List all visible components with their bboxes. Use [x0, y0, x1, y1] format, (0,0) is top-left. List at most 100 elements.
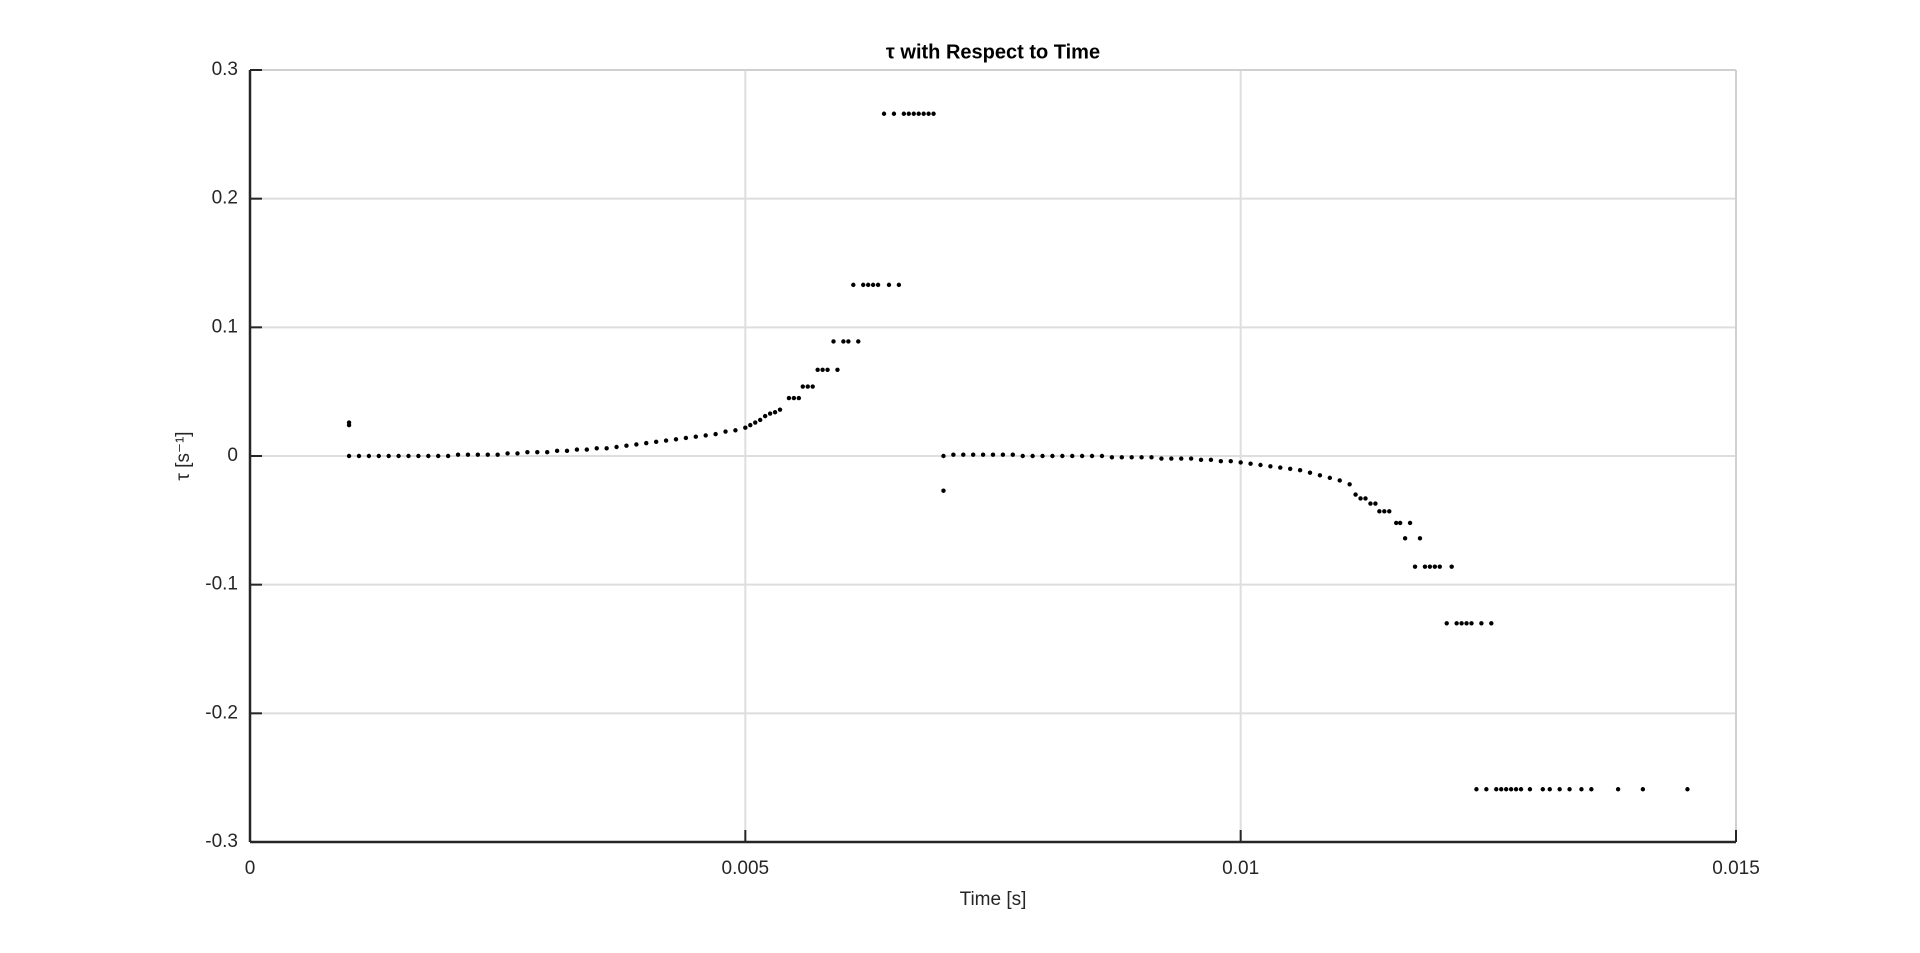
- data-point: [1337, 478, 1342, 483]
- data-point: [886, 282, 892, 288]
- y-tick-label: 0: [227, 445, 238, 466]
- data-point: [980, 452, 986, 457]
- data-point: [1119, 455, 1124, 460]
- data-point: [926, 111, 931, 116]
- data-point: [1248, 461, 1253, 466]
- data-point: [1449, 564, 1454, 569]
- data-point: [416, 453, 421, 459]
- x-tick-label: 0: [245, 858, 256, 879]
- data-point: [1437, 564, 1442, 569]
- data-point: [881, 111, 887, 116]
- data-point: [346, 453, 352, 459]
- data-point: [455, 452, 461, 457]
- data-point: [1494, 787, 1499, 792]
- data-point: [1615, 787, 1621, 792]
- y-tick-label: -0.2: [205, 702, 238, 723]
- data-point: [1278, 465, 1283, 470]
- data-point: [386, 453, 391, 459]
- data-point: [772, 410, 778, 415]
- data-point: [445, 453, 451, 459]
- data-point: [805, 384, 810, 389]
- data-point: [713, 431, 718, 437]
- data-point: [1368, 501, 1373, 506]
- data-point: [896, 282, 902, 288]
- data-point: [856, 339, 861, 344]
- data-point: [1099, 453, 1105, 459]
- data-point: [356, 453, 362, 459]
- data-point: [1327, 475, 1333, 481]
- data-point: [1030, 453, 1035, 459]
- data-point: [767, 411, 773, 416]
- data-point: [762, 413, 768, 419]
- data-point: [723, 429, 728, 434]
- data-point: [1459, 621, 1464, 626]
- data-point: [1479, 621, 1484, 626]
- data-point: [1417, 536, 1423, 541]
- data-point: [396, 453, 401, 459]
- data-point: [941, 488, 946, 493]
- data-point: [800, 384, 805, 389]
- data-point: [1288, 466, 1293, 472]
- y-tick-label: 0.3: [212, 59, 238, 80]
- data-point: [1228, 458, 1233, 464]
- data-point: [1640, 787, 1646, 792]
- data-point: [961, 452, 966, 457]
- data-point: [1547, 787, 1552, 792]
- data-point: [1089, 453, 1095, 459]
- data-point: [1363, 496, 1368, 501]
- data-point: [1188, 456, 1194, 461]
- data-point: [1317, 473, 1323, 478]
- data-point: [891, 111, 897, 116]
- data-point: [841, 339, 846, 344]
- data-point: [683, 435, 689, 441]
- data-point: [1567, 787, 1572, 792]
- data-point: [475, 452, 481, 457]
- data-point: [376, 453, 381, 459]
- data-point: [1444, 621, 1449, 626]
- data-point: [753, 420, 758, 425]
- data-point: [820, 367, 825, 372]
- data-point: [1373, 501, 1378, 506]
- data-point: [851, 282, 856, 288]
- data-point: [1579, 787, 1584, 792]
- data-point: [1109, 455, 1115, 460]
- y-tick-label: 0.2: [212, 188, 238, 209]
- data-point: [1508, 787, 1514, 792]
- data-point: [1010, 452, 1016, 457]
- data-point: [810, 384, 815, 389]
- data-point: [1685, 787, 1690, 792]
- data-point: [1079, 453, 1085, 459]
- data-point: [1422, 564, 1428, 569]
- data-point: [786, 395, 792, 401]
- data-point: [545, 449, 550, 455]
- data-point: [1557, 787, 1562, 792]
- data-point: [861, 282, 866, 288]
- data-point: [436, 453, 441, 459]
- data-point: [757, 417, 763, 423]
- data-point: [743, 425, 748, 430]
- data-point: [1402, 536, 1408, 541]
- data-point: [1070, 453, 1075, 459]
- data-point: [1454, 621, 1459, 626]
- data-point: [831, 339, 836, 344]
- data-point: [1149, 455, 1154, 460]
- data-point: [515, 451, 520, 456]
- data-point: [916, 111, 921, 116]
- data-point: [693, 434, 698, 439]
- data-point: [1353, 492, 1358, 497]
- data-point: [505, 451, 510, 456]
- data-point: [1513, 787, 1519, 792]
- data-point: [485, 452, 490, 457]
- data-point: [1307, 470, 1313, 475]
- data-point: [1382, 509, 1387, 514]
- data-point: [1258, 462, 1263, 468]
- data-point: [1139, 455, 1144, 460]
- data-point: [777, 407, 783, 412]
- data-point: [1527, 787, 1533, 792]
- data-point: [1159, 456, 1164, 461]
- data-point: [1198, 457, 1204, 463]
- data-point: [554, 448, 560, 454]
- data-point: [1000, 452, 1006, 457]
- y-tick-label: 0.1: [212, 316, 238, 337]
- data-point: [1060, 453, 1065, 459]
